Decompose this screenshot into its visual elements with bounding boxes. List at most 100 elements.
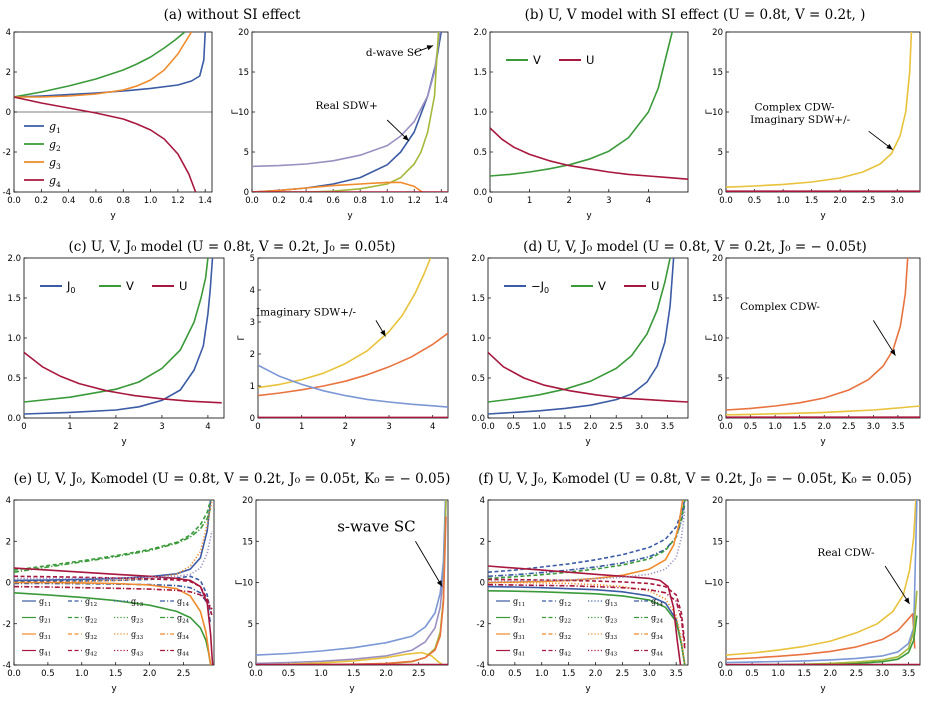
y-tick-label: 0 — [250, 414, 255, 424]
x-tick-label: 3.5 — [891, 422, 905, 432]
y-tick-label: 0 — [718, 188, 723, 198]
series-group — [726, 500, 920, 665]
y-tick-label: 4 — [6, 28, 11, 38]
annotation-arrow-head — [402, 134, 409, 141]
legend-label: g24 — [651, 614, 664, 625]
y-tick-label: 3 — [250, 318, 255, 328]
y-tick-label: 2.0 — [473, 28, 487, 38]
x-tick-label: 1.5 — [797, 669, 811, 679]
series-line-g44 — [14, 585, 213, 610]
x-tick-label: 2 — [343, 422, 348, 432]
series-line-g4 — [14, 96, 197, 192]
y-tick-label: 20 — [242, 496, 253, 506]
plot-frame — [725, 499, 921, 666]
legend-label: g44 — [651, 647, 664, 658]
y-tick-label: 15 — [238, 68, 249, 78]
y-tick-label: 0 — [244, 188, 249, 198]
legend-label: U — [586, 53, 594, 67]
annotation-arrow-head — [436, 580, 443, 587]
legend-label: g42 — [85, 647, 97, 658]
x-tick-label: 1.0 — [314, 669, 328, 679]
panel-d-title: (d) U, V, J₀ model (U = 0.8t, V = 0.2t, … — [523, 239, 867, 255]
series-line-real-sdw- — [252, 32, 441, 168]
plot-b-left: 0 1 2 3 4 0.0 0.5 1.0 1.5 2.0 y V U — [473, 28, 689, 221]
x-tick-label: 1.0 — [776, 196, 790, 206]
legend-label: g12 — [85, 597, 97, 608]
legend-label: g41 — [513, 647, 525, 658]
annotation-label: Real CDW- — [817, 547, 875, 559]
series-line-g1 — [14, 32, 206, 98]
x-tick-label: 0.5 — [41, 669, 55, 679]
series-line-lightblue — [726, 500, 918, 664]
plot-a-left: 0.0 0.2 0.4 0.6 0.8 1.0 1.2 1.4 -4 -2 0 2 4 y g1 g2 g3 g4 — [3, 28, 213, 221]
y-tick-label: -2 — [3, 148, 11, 158]
x-tick-label: 1.2 — [171, 196, 185, 206]
legend-label: g23 — [131, 614, 144, 625]
legend-label: g33 — [605, 630, 618, 641]
x-tick-label: 2 — [113, 422, 118, 432]
annotation-arrow-head — [886, 143, 893, 150]
y-tick-label: -4 — [477, 661, 485, 671]
series-line-g33 — [488, 581, 686, 665]
series-line-g21 — [14, 592, 212, 665]
legend-label: g32 — [559, 630, 571, 641]
x-tick-label: 2.0 — [584, 422, 598, 432]
x-axis-label: y — [585, 437, 591, 447]
y-tick-label: 2 — [6, 537, 11, 547]
panel-c-title: (c) U, V, J₀ model (U = 0.8t, V = 0.2t, … — [69, 239, 396, 255]
x-tick-label: 1.5 — [805, 196, 819, 206]
series-group — [488, 500, 686, 665]
y-tick-label: -2 — [477, 620, 485, 630]
y-tick-label: 20 — [712, 28, 723, 38]
x-tick-label: 1.0 — [144, 196, 158, 206]
series-line-g14 — [488, 503, 686, 578]
annotation-label: Imaginary SDW+/- — [750, 114, 850, 126]
series-line-g12 — [488, 500, 686, 573]
series-line-g11 — [14, 500, 212, 582]
y-tick-label: 0 — [6, 579, 11, 589]
annotation-label: d-wave SC — [366, 47, 422, 59]
series-line-g41 — [14, 567, 214, 665]
series-line-s-wave-sc — [256, 500, 447, 665]
series-group — [14, 32, 206, 192]
y-tick-label: 2.0 — [471, 254, 485, 264]
x-tick-label: 1 — [67, 422, 72, 432]
legend-label: g11 — [39, 597, 51, 608]
series-line-g24 — [14, 508, 212, 573]
y-tick-label: -4 — [3, 661, 11, 671]
series-line-complex-cdw-imaginary-sdw- — [726, 32, 913, 188]
y-tick-label: 0 — [480, 579, 485, 589]
y-tick-label: 0.0 — [7, 414, 21, 424]
x-tick-label: 2.0 — [824, 669, 838, 679]
series-line-gold — [256, 651, 444, 665]
x-tick-label: 0.0 — [245, 196, 259, 206]
series-group — [726, 258, 920, 418]
y-axis-label: Γ — [235, 580, 245, 585]
x-tick-label: 2.5 — [616, 669, 630, 679]
y-tick-label: 10 — [242, 579, 253, 589]
annotation-arrow-head — [380, 329, 386, 337]
x-axis-label: y — [111, 684, 117, 694]
series-group — [488, 258, 688, 415]
x-tick-label: 4 — [430, 422, 435, 432]
legend-label: g23 — [605, 614, 618, 625]
plot-d-left: 0.0 0.5 1.0 1.5 2.0 2.5 3.0 3.5 0.0 0.5 1.0 1.5 2.0 y… — [471, 254, 689, 447]
y-tick-label: 15 — [242, 537, 253, 547]
y-tick-label: 20 — [712, 254, 723, 264]
x-tick-label: 0.0 — [481, 422, 495, 432]
plot-f-right: 0.0 0.5 1.0 1.5 2.0 2.5 3.0 3.5 0 5 10 15 20 y Γ Real C… — [705, 496, 921, 694]
y-tick-label: 1.0 — [473, 108, 487, 118]
x-tick-label: 3.0 — [876, 669, 890, 679]
series-line--j0 — [488, 258, 675, 415]
series-line-v — [24, 258, 209, 403]
legend-label: g41 — [39, 647, 51, 658]
x-axis-label: y — [820, 437, 826, 447]
y-tick-label: 5 — [718, 374, 723, 384]
series-line-g13 — [14, 530, 213, 580]
annotation-arrow-line — [872, 320, 896, 356]
y-tick-label: 0 — [248, 661, 253, 671]
legend-label: g22 — [559, 614, 571, 625]
x-tick-label: 1.0 — [380, 196, 394, 206]
x-tick-label: 2.0 — [589, 669, 603, 679]
x-tick-label: 1.2 — [407, 196, 421, 206]
